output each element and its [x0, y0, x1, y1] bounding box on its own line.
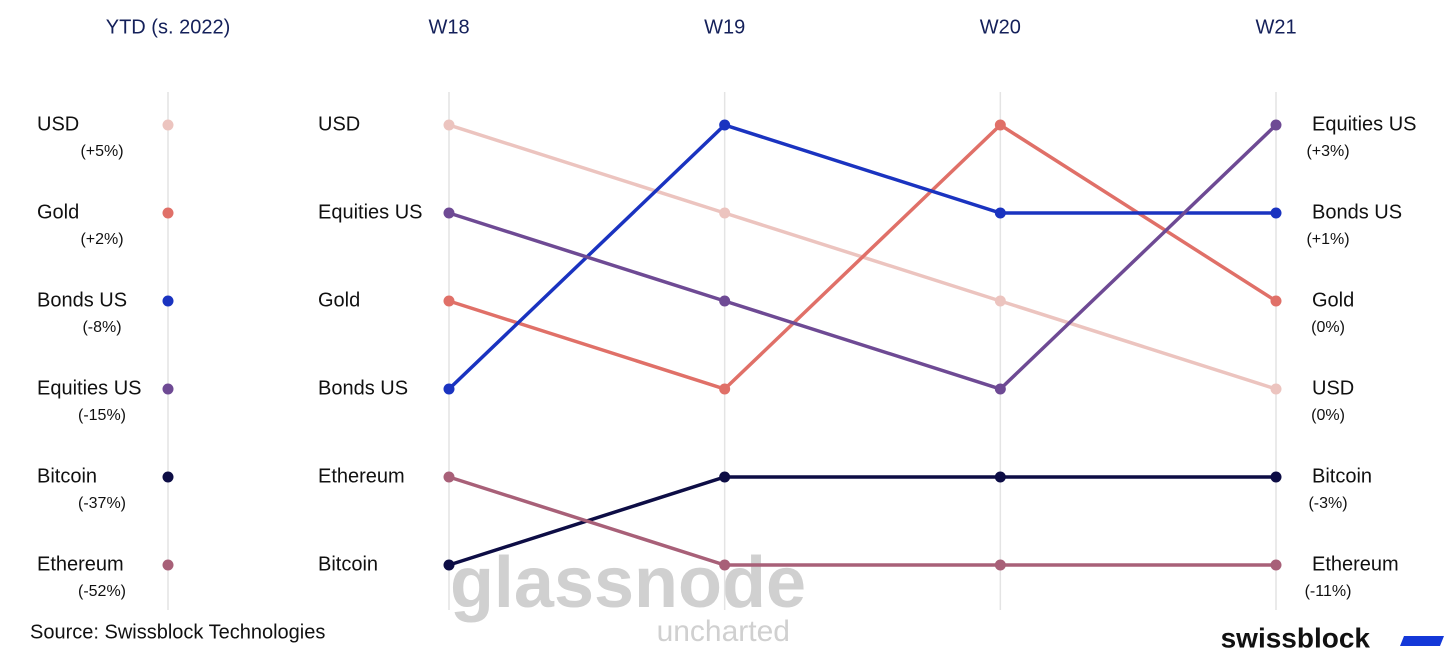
rank-dot — [719, 471, 731, 483]
rank-dot — [443, 207, 455, 219]
ytd-dot — [162, 471, 174, 483]
start-label: USD — [318, 113, 360, 135]
start-label: Equities US — [318, 201, 423, 223]
end-label: Gold — [1312, 289, 1354, 311]
ytd-change-label: (-15%) — [78, 407, 126, 424]
rank-dot — [1270, 559, 1282, 571]
start-label: Bonds US — [318, 377, 408, 399]
ytd-label: Gold — [37, 201, 79, 223]
rank-line — [448, 123, 1278, 391]
rank-dot — [994, 207, 1006, 219]
ytd-dot — [162, 383, 174, 395]
watermark: glassnode — [450, 543, 806, 623]
end-label: Ethereum — [1312, 553, 1399, 575]
rank-dot — [994, 559, 1006, 571]
watermark-sub: uncharted — [657, 615, 790, 648]
rank-dot — [1270, 383, 1282, 395]
ytd-change-label: (-8%) — [82, 319, 121, 336]
source: Source: Swissblock Technologies — [30, 621, 325, 643]
ytd-dot — [162, 207, 174, 219]
rank-dot — [994, 295, 1006, 307]
ytd-label: Ethereum — [37, 553, 124, 575]
ytd-label: Bonds US — [37, 289, 127, 311]
end-change-label: (+1%) — [1306, 231, 1349, 248]
ytd-change-label: (-52%) — [78, 583, 126, 600]
end-change-label: (-11%) — [1305, 583, 1352, 600]
start-label: Gold — [318, 289, 360, 311]
column-header: W18 — [428, 16, 469, 38]
ytd-label: Equities US — [37, 377, 142, 399]
rank-dot — [719, 207, 731, 219]
rank-dot — [994, 471, 1006, 483]
rank-dot — [994, 383, 1006, 395]
rank-dot — [443, 383, 455, 395]
column-header: W21 — [1255, 16, 1296, 38]
rank-dot — [719, 559, 731, 571]
start-label: Bitcoin — [318, 553, 378, 575]
start-label: Ethereum — [318, 465, 405, 487]
rank-dot — [1270, 295, 1282, 307]
end-change-label: (+3%) — [1306, 143, 1349, 160]
end-label: Equities US — [1312, 113, 1417, 135]
end-change-label: (0%) — [1311, 319, 1345, 336]
end-change-label: (-3%) — [1308, 495, 1347, 512]
rank-dot — [443, 295, 455, 307]
rank-dot — [719, 119, 731, 131]
rank-dot — [443, 559, 455, 571]
ytd-change-label: (-37%) — [78, 495, 126, 512]
ytd-label: Bitcoin — [37, 465, 97, 487]
rank-dot — [443, 471, 455, 483]
rank-dot — [1270, 119, 1282, 131]
column-header: W19 — [704, 16, 745, 38]
rank-dot — [1270, 471, 1282, 483]
column-header: W20 — [980, 16, 1021, 38]
end-change-label: (0%) — [1311, 407, 1345, 424]
rank-dot — [719, 383, 731, 395]
ytd-dot — [162, 119, 174, 131]
rank-dot — [719, 295, 731, 307]
end-label: Bitcoin — [1312, 465, 1372, 487]
rank-line — [448, 475, 1276, 567]
end-label: Bonds US — [1312, 201, 1402, 223]
ytd-dot — [162, 559, 174, 571]
ytd-header: YTD (s. 2022) — [106, 16, 230, 38]
brand-mark — [1400, 636, 1444, 646]
ytd-label: USD — [37, 113, 79, 135]
brand: swissblock — [1221, 622, 1371, 653]
ytd-change-label: (+2%) — [80, 231, 123, 248]
rank-dot — [1270, 207, 1282, 219]
rank-dot — [443, 119, 455, 131]
ytd-change-label: (+5%) — [80, 143, 123, 160]
rank-dot — [994, 119, 1006, 131]
end-label: USD — [1312, 377, 1354, 399]
ytd-dot — [162, 295, 174, 307]
